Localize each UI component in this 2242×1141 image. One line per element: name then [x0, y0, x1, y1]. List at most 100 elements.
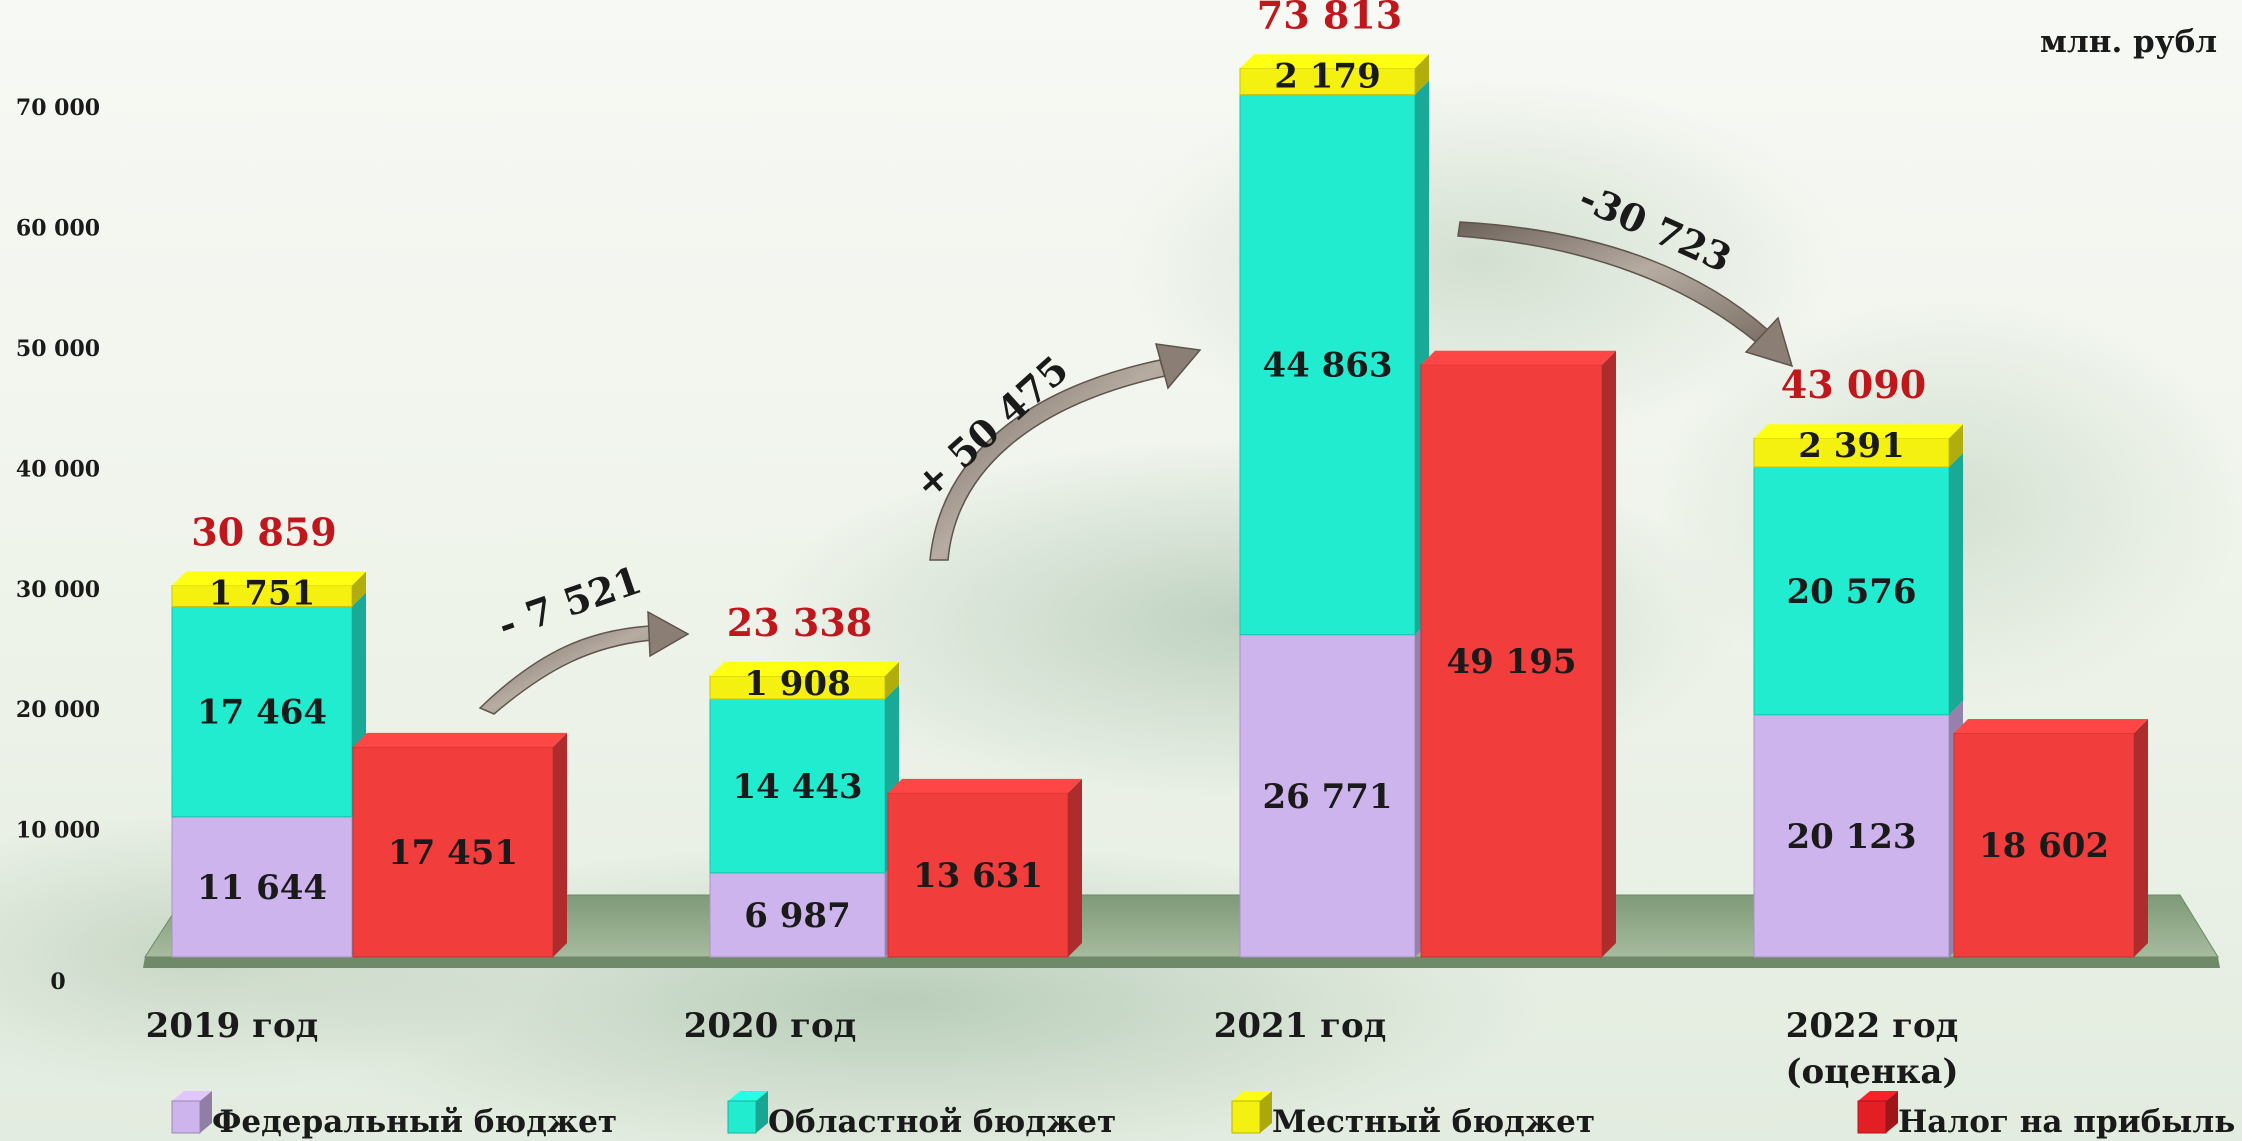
- legend: Федеральный бюджет Областной бюджет Местны…: [171, 1091, 2235, 1140]
- bar-local-2-side: [1415, 54, 1429, 95]
- value-label: 1 908: [744, 664, 850, 704]
- bar-local-2-front: [1239, 67, 1416, 96]
- bar-profit-tax-2-front: [1420, 364, 1603, 958]
- y-tick-label: 70 000: [16, 95, 100, 121]
- bar-profit-tax-2-top: [1421, 350, 1616, 365]
- data-labels: 11 644 17 464 1 751 17 451 30 859 2019 год 6 9…: [146, 0, 2109, 1092]
- value-label: 14 443: [732, 767, 862, 807]
- bar-regional-3-side: [1949, 452, 1963, 715]
- bar-profit-tax-2-side: [1602, 350, 1616, 957]
- y-tick-label: 50 000: [16, 336, 100, 362]
- bar-local-1-top: [710, 662, 899, 677]
- value-label: 1 751: [209, 573, 315, 613]
- category-label: (оценка): [1785, 1052, 1958, 1092]
- bar-federal-2: [1239, 620, 1429, 958]
- value-label: 2 179: [1274, 56, 1380, 96]
- y-tick-label: 0: [50, 969, 65, 995]
- y-axis: 0 10 000 20 000 30 000 40 000 50 000 60 000 70 …: [16, 0, 2217, 995]
- bar-federal-1-front: [709, 872, 886, 958]
- y-tick-label: 80 000: [16, 0, 100, 1]
- bar-federal-3: [1753, 700, 1963, 958]
- category-label: 2021 год: [1214, 1006, 1387, 1046]
- bar-regional-3: [1753, 452, 1963, 716]
- bar-profit-tax-0-side: [553, 732, 567, 957]
- legend-swatch-top: [1858, 1091, 1898, 1101]
- bar-local-3: [1753, 424, 1963, 468]
- stack-total-label: 30 859: [191, 509, 336, 554]
- bar-profit-tax-1-top: [888, 778, 1082, 793]
- legend-swatch: [1231, 1100, 1261, 1134]
- profit-tax-label: 49 195: [1446, 642, 1576, 682]
- bar-local-3-side: [1949, 424, 1963, 467]
- legend-swatch-side: [1886, 1091, 1898, 1133]
- legend-swatch-side: [200, 1091, 212, 1133]
- bar-profit-tax-1-side: [1068, 778, 1082, 957]
- legend-item: Областной бюджет: [727, 1091, 1116, 1140]
- bar-regional-1-front: [709, 698, 886, 874]
- legend-item: Налог на прибыль: [1857, 1091, 2235, 1140]
- value-label: 20 576: [1786, 572, 1916, 612]
- arrow-change-3: [1457, 221, 1794, 368]
- legend-swatch: [171, 1100, 201, 1134]
- bar-profit-tax-3-front: [1953, 732, 2135, 958]
- bar-profit-tax-1-front: [887, 792, 1069, 958]
- profit-tax-label: 13 631: [913, 856, 1043, 896]
- bar-regional-0: [171, 592, 366, 818]
- bar-regional-2: [1239, 80, 1429, 636]
- unit-label: млн. рубл: [2040, 24, 2217, 60]
- legend-swatch-top: [172, 1091, 212, 1101]
- bar-regional-3-front: [1753, 466, 1950, 716]
- legend-swatch-side: [1260, 1091, 1272, 1133]
- bar-regional-2-front: [1239, 94, 1416, 636]
- floor-edge: [143, 957, 2220, 968]
- legend-swatch: [1857, 1100, 1887, 1134]
- value-label: 2 391: [1798, 426, 1904, 466]
- legend-swatch-top: [1232, 1091, 1272, 1101]
- value-label: 20 123: [1786, 817, 1916, 857]
- bar-local-3-top: [1754, 424, 1963, 439]
- bar-regional-0-front: [171, 606, 353, 818]
- value-label: 6 987: [744, 896, 850, 936]
- profit-tax-label: 17 451: [388, 833, 518, 873]
- value-label: 11 644: [197, 868, 327, 908]
- bar-local-2: [1239, 54, 1429, 96]
- arrow-change-2: [929, 343, 1202, 561]
- bar-profit-tax-0: [352, 732, 567, 958]
- legend-label: Федеральный бюджет: [212, 1104, 617, 1140]
- legend-label: Областной бюджет: [768, 1104, 1116, 1140]
- category-label: 2020 год: [684, 1006, 857, 1046]
- y-tick-label: 40 000: [16, 456, 100, 482]
- legend-swatch-side: [756, 1091, 768, 1133]
- stack-total-label: 23 338: [727, 600, 872, 645]
- legend-label: Налог на прибыль: [1898, 1104, 2235, 1140]
- change-label: + 50 475: [905, 347, 1077, 508]
- bars: [171, 54, 2148, 958]
- legend-item: Федеральный бюджет: [171, 1091, 617, 1140]
- value-label: 26 771: [1262, 777, 1392, 817]
- bar-local-1: [709, 662, 899, 700]
- bar-local-0-top: [172, 571, 366, 586]
- legend-item: Местный бюджет: [1231, 1091, 1595, 1140]
- y-tick-label: 30 000: [16, 577, 100, 603]
- legend-label: Местный бюджет: [1272, 1104, 1595, 1140]
- stack-total-label: 73 813: [1257, 0, 1402, 37]
- y-tick-label: 20 000: [16, 697, 100, 723]
- legend-swatch: [727, 1100, 757, 1134]
- bar-profit-tax-1: [887, 778, 1082, 958]
- bar-profit-tax-2: [1420, 350, 1616, 958]
- bar-local-1-side: [885, 662, 899, 699]
- change-arrows: [478, 221, 1794, 715]
- value-label: 17 464: [197, 693, 327, 733]
- category-label: 2022 год: [1786, 1006, 1959, 1046]
- bar-local-0-side: [352, 571, 366, 607]
- y-tick-label: 60 000: [16, 216, 100, 242]
- bar-profit-tax-3-side: [2134, 719, 2148, 957]
- bar-federal-3-front: [1753, 714, 1950, 958]
- stack-total-label: 43 090: [1781, 362, 1926, 407]
- bar-local-0: [171, 571, 366, 608]
- profit-tax-label: 18 602: [1979, 826, 2109, 866]
- value-label: 44 863: [1262, 346, 1392, 386]
- legend-swatch-top: [728, 1091, 768, 1101]
- bar-federal-2-front: [1239, 634, 1416, 958]
